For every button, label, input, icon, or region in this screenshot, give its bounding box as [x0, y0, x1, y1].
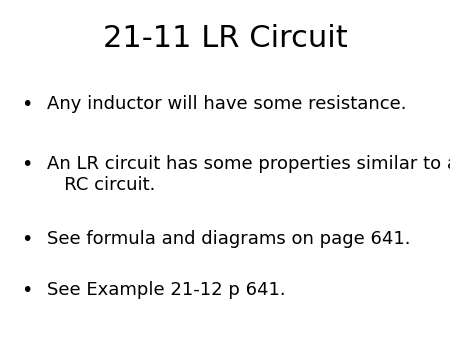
Text: •: • — [21, 281, 33, 299]
Text: •: • — [21, 155, 33, 174]
Text: •: • — [21, 95, 33, 114]
Text: •: • — [21, 230, 33, 249]
Text: See formula and diagrams on page 641.: See formula and diagrams on page 641. — [47, 230, 411, 248]
Text: An LR circuit has some properties similar to an
   RC circuit.: An LR circuit has some properties simila… — [47, 155, 450, 194]
Text: See Example 21-12 p 641.: See Example 21-12 p 641. — [47, 281, 286, 298]
Text: 21-11 LR Circuit: 21-11 LR Circuit — [103, 24, 347, 53]
Text: Any inductor will have some resistance.: Any inductor will have some resistance. — [47, 95, 407, 113]
